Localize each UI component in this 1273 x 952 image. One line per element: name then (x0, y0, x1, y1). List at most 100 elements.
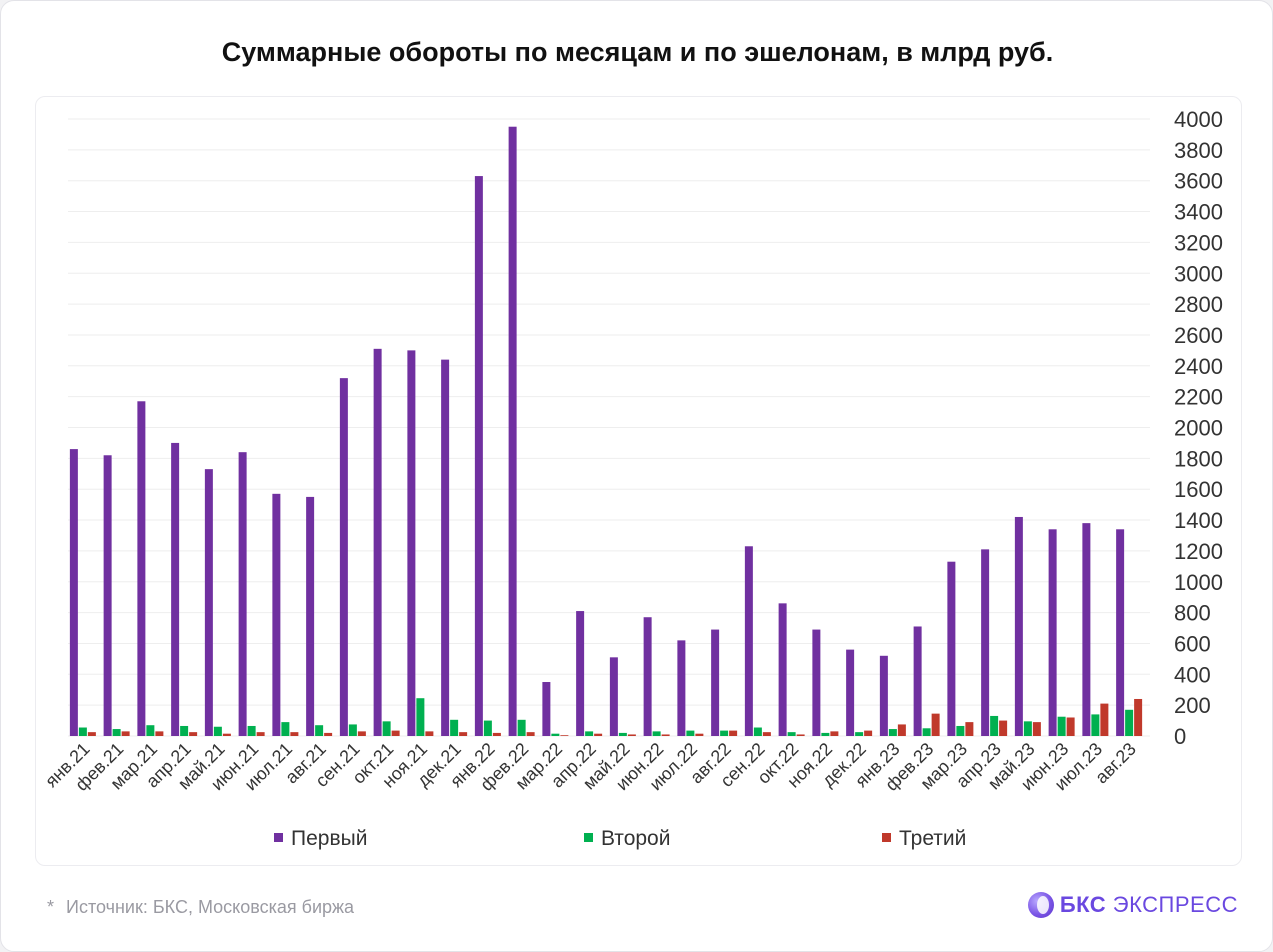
bar-third (560, 735, 569, 736)
bar-first (306, 496, 315, 736)
bar-second (618, 732, 627, 736)
bar-third (661, 734, 670, 736)
bar-second (1091, 714, 1100, 736)
y-tick-label: 1800 (1174, 446, 1223, 471)
bar-second (990, 715, 999, 736)
legend-swatch (274, 833, 283, 842)
bar-third (762, 732, 771, 736)
bar-third (87, 732, 96, 736)
y-tick-label: 0 (1174, 724, 1186, 749)
bar-second (922, 728, 931, 736)
y-tick-label: 1000 (1174, 570, 1223, 595)
bar-third (999, 720, 1008, 736)
bar-third (155, 731, 164, 736)
bar-first (609, 657, 618, 736)
bar-second (956, 725, 965, 736)
bar-third (256, 732, 265, 736)
brand-name: БКС ЭКСПРЕСС (1060, 892, 1238, 918)
y-tick-label: 2600 (1174, 323, 1223, 348)
y-tick-label: 1400 (1174, 508, 1223, 533)
bar-first (441, 359, 450, 736)
bar-second (517, 719, 526, 736)
bar-second (821, 732, 830, 736)
legend-label: Первый (291, 827, 367, 850)
bar-first (677, 640, 686, 736)
y-tick-label: 2400 (1174, 354, 1223, 379)
brand-name-bold: БКС (1059, 892, 1107, 917)
bar-first (1048, 529, 1057, 736)
bar-second (180, 725, 189, 736)
bar-first (913, 626, 922, 736)
bar-first (508, 126, 517, 736)
bar-third (324, 732, 333, 736)
bar-second (281, 722, 290, 736)
bar-first (643, 617, 652, 736)
bar-second (450, 719, 459, 736)
bar-second (652, 731, 661, 736)
bar-first (407, 350, 416, 736)
bar-third (357, 731, 366, 736)
bar-third (965, 722, 974, 736)
brand[interactable]: БКС ЭКСПРЕСС (1027, 892, 1238, 918)
bar-third (897, 724, 906, 736)
bar-third (931, 713, 940, 736)
bar-third (594, 733, 603, 736)
bar-third (391, 730, 400, 736)
bar-first (1082, 523, 1091, 736)
bar-first (711, 629, 720, 736)
footnote-star: * (47, 897, 55, 917)
bar-second (416, 698, 425, 736)
bar-first (474, 176, 483, 736)
chart-title: Суммарные обороты по месяцам и по эшелон… (221, 37, 1054, 67)
bar-second (888, 729, 897, 736)
legend-label: Второй (601, 827, 670, 850)
bar-second (112, 729, 121, 736)
bar-first (272, 493, 281, 736)
bar-second (146, 725, 155, 736)
bar-first (778, 603, 787, 736)
bar-first (103, 455, 112, 736)
y-tick-label: 2000 (1174, 416, 1223, 441)
bar-third (492, 732, 501, 736)
y-tick-label: 2200 (1174, 385, 1223, 410)
y-tick-label: 3800 (1174, 138, 1223, 163)
bar-first (947, 561, 956, 736)
bar-third (695, 733, 704, 736)
bar-third (1134, 698, 1143, 736)
bar-second (855, 732, 864, 736)
bar-third (290, 732, 299, 736)
y-tick-label: 3000 (1174, 261, 1223, 286)
bar-first (373, 348, 382, 736)
bar-first (879, 655, 888, 736)
y-tick-label: 400 (1174, 662, 1211, 687)
bar-first (69, 449, 78, 736)
y-tick-label: 200 (1174, 693, 1211, 718)
bar-third (1066, 717, 1075, 736)
bar-second (348, 724, 357, 736)
bcs-logo-icon (1027, 892, 1054, 918)
bar-second (382, 721, 391, 736)
bar-first (846, 649, 855, 736)
chart-frame: 0 200 400 600 800 1000 1200 1400 1600 1800 2000 220… (35, 96, 1242, 866)
bar-second (78, 727, 87, 736)
bar-second (1023, 721, 1032, 736)
y-tick-label: 3400 (1174, 200, 1223, 225)
y-tick-label: 1200 (1174, 539, 1223, 564)
bar-first (542, 682, 551, 736)
brand-name-rest: ЭКСПРЕСС (1112, 892, 1238, 917)
legend-swatch (584, 833, 593, 842)
bar-second (1125, 709, 1134, 736)
bar-third (121, 731, 130, 736)
bar-third (222, 733, 231, 736)
bar-third (425, 731, 434, 736)
bar-first (981, 549, 990, 736)
bar-second (1057, 716, 1066, 736)
bar-third (796, 734, 805, 736)
bar-first (238, 452, 247, 736)
bar-third (830, 731, 839, 736)
legend-label: Третий (899, 827, 966, 850)
bar-third (627, 734, 636, 736)
y-tick-label: 600 (1174, 631, 1211, 656)
bar-third (864, 730, 873, 736)
